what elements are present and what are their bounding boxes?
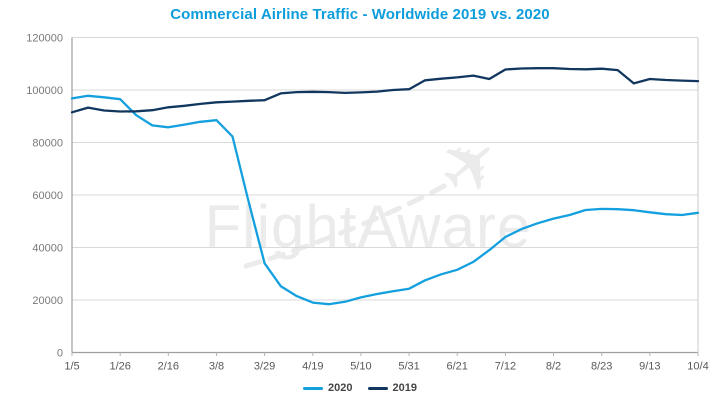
- watermark: FlightAware✈: [205, 116, 532, 269]
- x-tick-label: 1/5: [64, 361, 79, 373]
- legend-item-2020: 2020: [303, 382, 353, 394]
- x-tick-label: 4/19: [302, 361, 323, 373]
- watermark-text: FlightAware: [205, 193, 532, 260]
- legend-item-2019: 2019: [367, 382, 417, 394]
- series-2020-line: [70, 94, 700, 306]
- chart-title: Commercial Airline Traffic - Worldwide 2…: [170, 6, 550, 23]
- watermark-contrail: [243, 183, 447, 269]
- x-tick-label: 10/4: [687, 361, 708, 373]
- y-tick-label: 120000: [26, 33, 63, 45]
- x-tick-label: 8/2: [546, 361, 561, 373]
- legend-swatch-2020: [303, 386, 324, 390]
- chart-legend: 2020 2019: [0, 382, 720, 394]
- x-tick-label: 7/12: [495, 361, 516, 373]
- x-tick-label: 3/29: [254, 361, 275, 373]
- legend-label-2020: 2020: [328, 382, 353, 394]
- y-tick-label: 20000: [32, 295, 63, 307]
- x-tick-label: 5/10: [350, 361, 371, 373]
- x-tick-label: 6/21: [446, 361, 467, 373]
- y-tick-label: 60000: [32, 190, 63, 202]
- x-tick-label: 2/16: [158, 361, 179, 373]
- y-tick-label: 40000: [32, 243, 63, 255]
- legend-label-2019: 2019: [392, 382, 417, 394]
- x-tick-label: 1/26: [109, 361, 130, 373]
- x-tick-label: 3/8: [209, 361, 224, 373]
- y-tick-label: 0: [57, 348, 63, 360]
- series-2019-line: [70, 67, 700, 114]
- x-tick-label: 9/13: [639, 361, 660, 373]
- x-tick-label: 5/31: [398, 361, 419, 373]
- y-tick-label: 80000: [32, 138, 63, 150]
- legend-swatch-2019: [367, 386, 388, 390]
- y-tick-label: 100000: [26, 85, 63, 97]
- x-tick-label: 8/23: [591, 361, 612, 373]
